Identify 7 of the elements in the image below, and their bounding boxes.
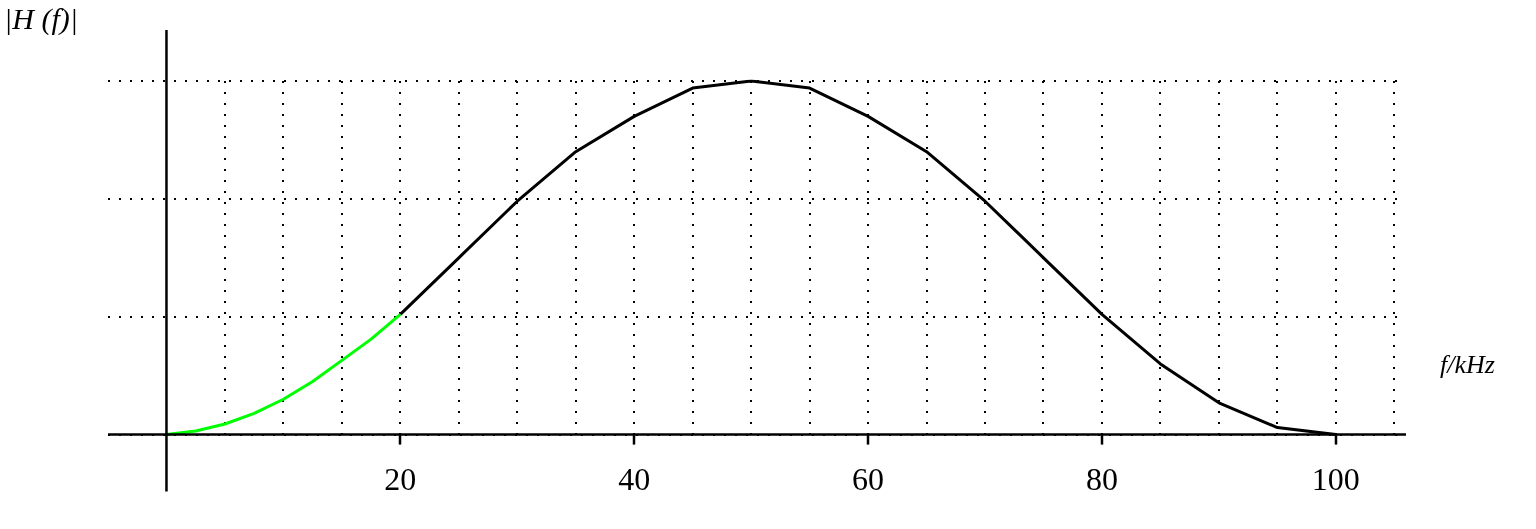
x-tick-label: 40 xyxy=(618,461,651,498)
x-axis-title: f/kHz xyxy=(1440,350,1495,380)
y-axis-title: |H (f)| xyxy=(4,2,78,36)
x-tick-label: 80 xyxy=(1085,461,1118,498)
x-tick-label: 20 xyxy=(384,461,417,498)
x-tick-label: 60 xyxy=(852,461,885,498)
x-tick-label: 100 xyxy=(1311,461,1360,498)
